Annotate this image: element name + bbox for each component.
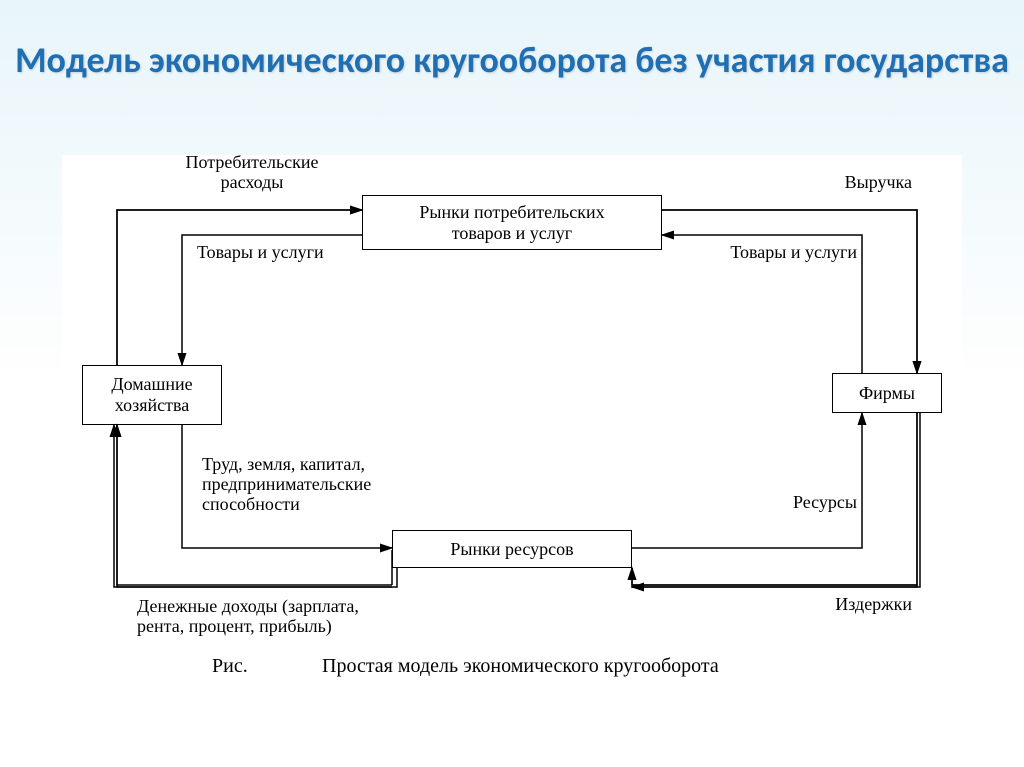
label-consumer-spending: Потребительскиерасходы bbox=[152, 153, 352, 193]
figure-caption-prefix: Рис. bbox=[212, 655, 248, 678]
label-goods-left: Товары и услуги bbox=[197, 243, 324, 263]
figure-caption-text: Простая модель экономического кругооборо… bbox=[322, 655, 719, 678]
label-goods-right: Товары и услуги bbox=[672, 243, 857, 263]
node-households: Домашниехозяйства bbox=[82, 365, 222, 425]
node-goods-market: Рынки потребительскихтоваров и услуг bbox=[362, 195, 662, 250]
node-firms: Фирмы bbox=[832, 373, 942, 413]
label-money-income: Денежные доходы (зарплата,рента, процент… bbox=[137, 597, 437, 637]
node-resource-market: Рынки ресурсов bbox=[392, 530, 632, 568]
economic-circuit-diagram: Домашниехозяйства Фирмы Рынки потребител… bbox=[62, 155, 962, 695]
label-resources: Ресурсы bbox=[742, 493, 857, 513]
slide-title: Модель экономического кругооборота без у… bbox=[0, 40, 1024, 81]
label-revenue: Выручка bbox=[762, 173, 912, 193]
label-costs: Издержки bbox=[782, 595, 912, 615]
label-factors: Труд, земля, капитал,предпринимательские… bbox=[202, 455, 442, 514]
slide: Модель экономического кругооборота без у… bbox=[0, 0, 1024, 767]
